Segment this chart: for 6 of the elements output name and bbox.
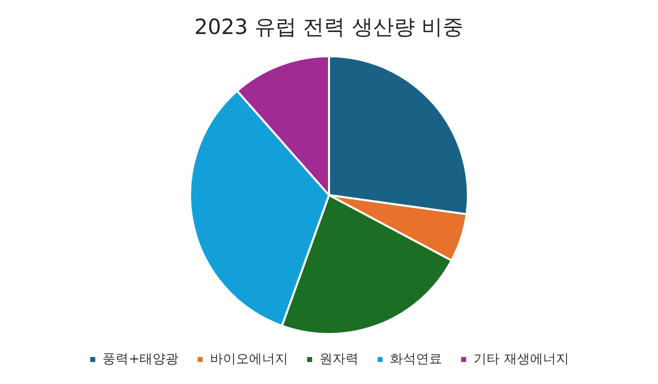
legend-label: 원자력 xyxy=(320,352,359,367)
legend-label: 풍력+태양광 xyxy=(102,352,179,367)
chart-title: 2023 유럽 전력 생산량 비중 xyxy=(194,15,464,40)
legend-label: 화석연료 xyxy=(390,352,442,367)
legend-label: 바이오에너지 xyxy=(210,352,288,367)
legend-label: 기타 재생에너지 xyxy=(474,352,569,367)
